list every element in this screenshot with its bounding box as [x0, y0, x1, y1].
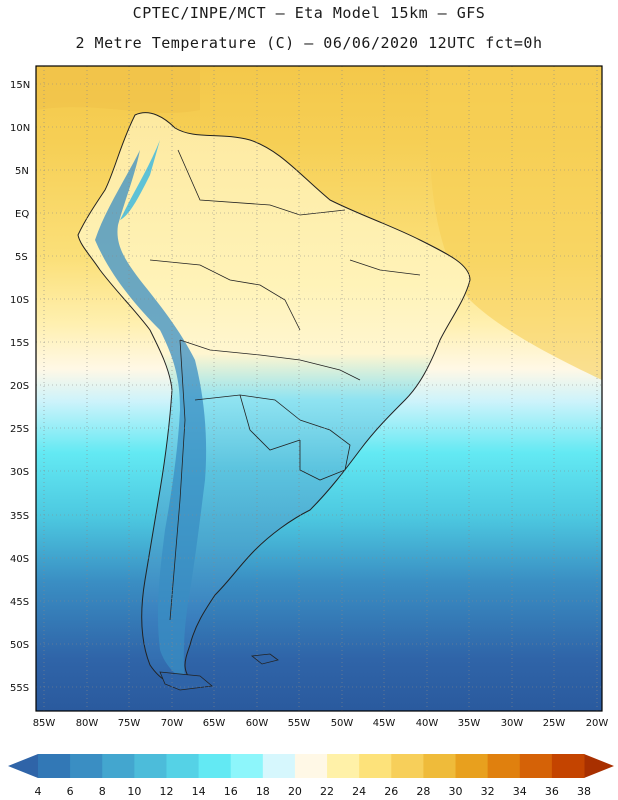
andes-core: [120, 140, 160, 220]
longitude-axis: 85W 80W 75W 70W 65W 60W 55W 50W 45W 40W …: [33, 718, 609, 729]
colorbar-segment: [198, 754, 232, 778]
falkland-islands: [250, 653, 279, 665]
lon-label: 70W: [161, 718, 184, 729]
colorbar-label: 10: [127, 785, 141, 798]
colorbar-segment: [327, 754, 360, 778]
colorbar-label: 4: [35, 785, 42, 798]
colorbar-label: 30: [449, 785, 463, 798]
latitude-axis: 15N 10N 5N EQ 5S 10S 15S 20S 25S 30S 35S…: [10, 80, 30, 694]
colorbar-label: 34: [513, 785, 527, 798]
colorbar-segment: [38, 754, 71, 778]
colorbar-label: 38: [577, 785, 591, 798]
caribbean-warm: [36, 66, 200, 113]
lon-label: 80W: [76, 718, 99, 729]
lon-label: 75W: [118, 718, 141, 729]
andes-cold-spine: [95, 150, 207, 680]
colorbar-left-arrow: [8, 754, 38, 778]
lat-label: 30S: [10, 467, 29, 478]
lat-label: 20S: [10, 381, 29, 392]
colorbar-segment: [134, 754, 167, 778]
colorbar-label: 26: [384, 785, 398, 798]
colorbar-segment: [262, 754, 296, 778]
map-frame: [35, 65, 603, 712]
colorbar-label: 18: [256, 785, 270, 798]
colorbar-segment: [294, 754, 328, 778]
lon-label: 25W: [543, 718, 566, 729]
lat-label: 35S: [10, 511, 29, 522]
lon-label: 50W: [331, 718, 354, 729]
lat-label: 15S: [10, 338, 29, 349]
colorbar-label: 32: [481, 785, 495, 798]
lon-label: 40W: [416, 718, 439, 729]
colorbar: 4 6 8 10 12 14 16 18 20 22 24 26 28 30 32 34 36 38: [8, 754, 614, 798]
colorbar-segment: [551, 754, 585, 778]
colorbar-segment: [359, 754, 392, 778]
lon-label: 85W: [33, 718, 56, 729]
country-borders: [149, 149, 421, 621]
colorbar-label: 12: [159, 785, 173, 798]
colorbar-label: 14: [192, 785, 206, 798]
lat-label: 10S: [10, 295, 29, 306]
colorbar-label: 22: [320, 785, 334, 798]
colorbar-label: 16: [224, 785, 238, 798]
colorbar-label: 6: [67, 785, 74, 798]
lat-label: 45S: [10, 597, 29, 608]
colorbar-segment: [487, 754, 521, 778]
lon-label: 55W: [288, 718, 311, 729]
colorbar-segment: [70, 754, 103, 778]
colorbar-label: 28: [416, 785, 430, 798]
lon-label: 60W: [246, 718, 269, 729]
lat-label: 55S: [10, 683, 29, 694]
lat-label: 5N: [15, 166, 29, 177]
colorbar-segment: [519, 754, 553, 778]
lon-label: 30W: [501, 718, 524, 729]
lat-label: 25S: [10, 424, 29, 435]
tierra-del-fuego: [159, 671, 213, 691]
colorbar-right-arrow: [584, 754, 614, 778]
map-title-line1: CPTEC/INPE/MCT – Eta Model 15km – GFS: [132, 4, 486, 22]
lat-label: 10N: [10, 123, 30, 134]
lat-label: 15N: [10, 80, 30, 91]
map-title-line2: 2 Metre Temperature (C) – 06/06/2020 12U…: [75, 34, 543, 52]
lon-label: 65W: [203, 718, 226, 729]
lon-label: 20W: [586, 718, 609, 729]
lon-label: 35W: [458, 718, 481, 729]
colorbar-label: 36: [545, 785, 559, 798]
warm-atlantic-band: [430, 66, 602, 380]
colorbar-label: 8: [99, 785, 106, 798]
colorbar-label: 20: [288, 785, 302, 798]
lat-label: 50S: [10, 640, 29, 651]
lat-label: 40S: [10, 554, 29, 565]
colorbar-label: 24: [352, 785, 366, 798]
colorbar-segment: [423, 754, 457, 778]
lon-label: 45W: [373, 718, 396, 729]
lat-label: 5S: [15, 252, 28, 263]
colorbar-segment: [455, 754, 489, 778]
colorbar-segment: [102, 754, 135, 778]
colorbar-segment: [166, 754, 200, 778]
lat-label: EQ: [15, 209, 29, 220]
colorbar-segment: [230, 754, 264, 778]
colorbar-segment: [391, 754, 424, 778]
